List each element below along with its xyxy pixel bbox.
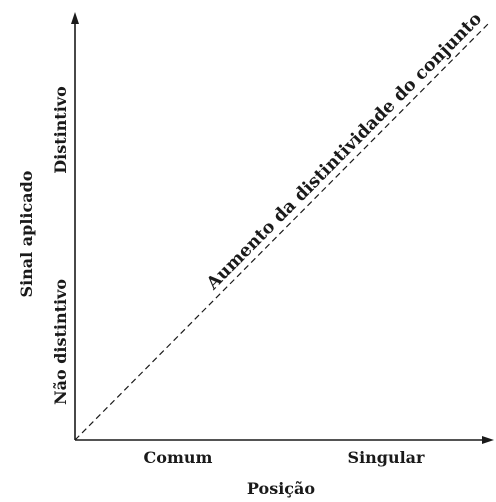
y-tick-distintivo: Distintivo xyxy=(51,86,70,174)
y-axis-label: Sinal aplicado xyxy=(17,170,36,297)
x-tick-comum: Comum xyxy=(144,448,213,467)
x-axis-arrow-icon xyxy=(482,436,494,444)
x-axis-label: Posição xyxy=(247,479,315,498)
diagonal-line xyxy=(74,23,489,441)
y-tick-nao-distintivo: Não distintivo xyxy=(51,279,70,405)
y-axis-arrow-icon xyxy=(71,12,79,24)
x-tick-singular: Singular xyxy=(348,448,426,467)
diagonal-label: Aumento da distintividade do conjunto xyxy=(202,9,486,295)
